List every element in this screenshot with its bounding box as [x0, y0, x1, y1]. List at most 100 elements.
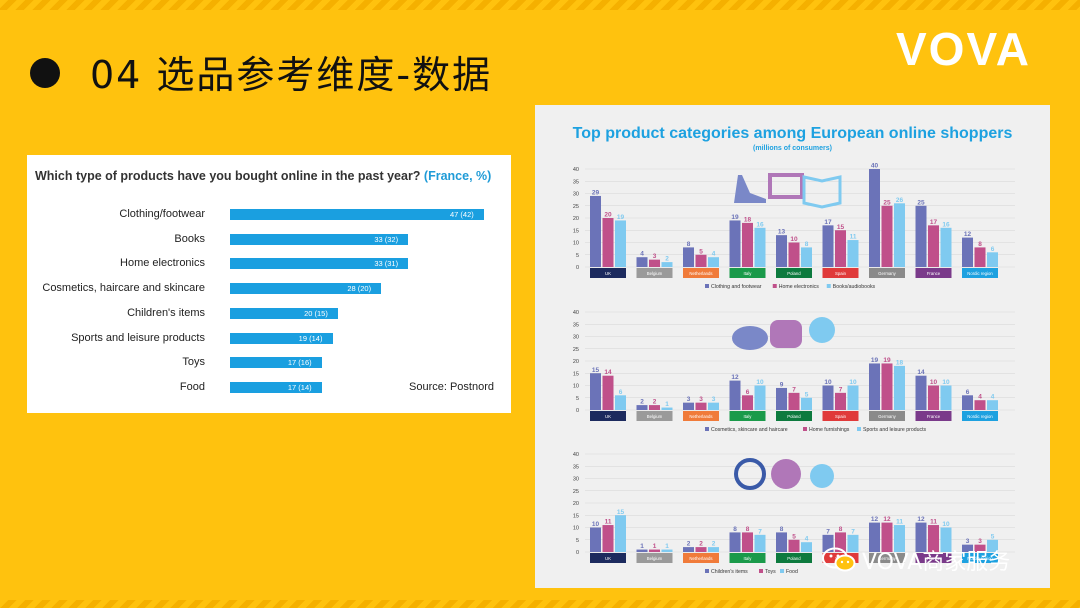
bar-value-label: 9 [780, 381, 784, 388]
country-label-box [590, 553, 626, 563]
bar [847, 385, 859, 410]
y-tick-label: 25 [573, 347, 579, 353]
bar-value-label: 3 [687, 396, 691, 403]
bar [230, 381, 322, 393]
book-icon [802, 175, 842, 209]
bar-category-label: Books [174, 232, 205, 245]
bar [708, 547, 719, 552]
y-tick-label: 25 [573, 204, 579, 210]
bar [776, 387, 787, 410]
bar [801, 247, 812, 267]
bar [940, 385, 952, 410]
bar-value-label: 16 [756, 221, 764, 228]
bar-value-label: 17 [930, 219, 938, 226]
bar [962, 237, 973, 267]
bar-value-label: 5 [792, 533, 796, 540]
bar-value-label: 15 [617, 509, 625, 516]
bar [987, 400, 998, 410]
y-tick-label: 0 [576, 408, 579, 414]
bar [847, 240, 859, 267]
bar [636, 405, 648, 410]
armchair-icon [770, 320, 802, 348]
country-label: Belgium [647, 414, 663, 419]
y-tick-label: 25 [573, 489, 579, 495]
bar [602, 218, 614, 267]
y-tick-label: 15 [573, 371, 579, 377]
bar-value-label: 1 [653, 543, 657, 550]
bar [230, 209, 484, 220]
bar-value-label: 12 [883, 516, 891, 523]
bar-value-label: 12 [964, 231, 972, 238]
bar-value-label: 19 (14) [298, 333, 323, 343]
bar-category-label: Food [179, 380, 205, 393]
bar-value-label: 14 [604, 369, 612, 376]
bar [742, 532, 753, 552]
bar [822, 385, 834, 410]
country-label-box [822, 411, 859, 421]
legend-label: Toys [765, 569, 776, 575]
country-label-box [915, 553, 952, 563]
y-tick-label: 35 [573, 464, 579, 470]
bar [928, 525, 939, 552]
bar-category-label: Home electronics [120, 257, 205, 270]
country-label-box [729, 268, 766, 278]
country-label-box [729, 411, 766, 421]
bar-value-label: 2 [665, 256, 669, 263]
bar-value-label: 1 [665, 543, 669, 550]
country-label: Germany [878, 271, 897, 276]
bar-value-label: 8 [687, 241, 691, 248]
left-chart-source: Source: Postnord [409, 381, 494, 393]
left-chart-panel: Which type of products have you bought o… [27, 155, 511, 413]
vova-logo: VOVA [896, 23, 1031, 75]
bar-value-label: 5 [699, 248, 703, 255]
country-label-box [683, 553, 719, 563]
right-chart-title: Top product categories among European on… [572, 125, 1013, 142]
wechat-icon [822, 547, 856, 572]
bar-value-label: 14 [917, 369, 925, 376]
bar-value-label: 29 [592, 189, 600, 196]
bar-value-label: 7 [758, 528, 762, 535]
right-chart-subtitle: (millions of consumers) [753, 145, 832, 152]
bar-value-label: 4 [640, 251, 644, 258]
bar [835, 532, 846, 552]
bar [881, 363, 893, 410]
bar-row: Clothing/footwear 47 (42) [27, 206, 511, 222]
bar-value-label: 33 (31) [374, 259, 399, 269]
bottom-stripe [0, 600, 1080, 608]
bar [881, 522, 893, 552]
bar [788, 242, 800, 267]
subchart-1: 0 5 10 15 20 25 30 35 40 29 20 19 UK 4 3 2 Belgium 8 5 4 Net… [573, 163, 1015, 290]
bar-value-label: 12 [731, 374, 739, 381]
country-label-box [869, 411, 905, 421]
bar-value-label: 8 [746, 526, 750, 533]
bar [915, 375, 927, 410]
bar [894, 203, 905, 267]
country-label-box [683, 268, 719, 278]
bar-value-label: 15 [592, 367, 600, 374]
country-label: Nordic region [967, 271, 993, 276]
bar-value-label: 2 [699, 541, 703, 548]
bar [683, 547, 694, 552]
bar [636, 257, 648, 267]
bar [822, 225, 834, 267]
country-label: Belgium [647, 556, 663, 561]
bar [729, 532, 741, 552]
bar [602, 375, 614, 410]
top-stripe [0, 0, 1080, 10]
bar [590, 527, 601, 552]
legend-swatch [705, 284, 709, 288]
bar-value-label: 2 [653, 399, 657, 406]
bar-value-label: 2 [640, 399, 644, 406]
bar-value-label: 19 [731, 214, 739, 221]
bar-value-label: 11 [850, 234, 857, 241]
bar-value-label: 10 [756, 379, 764, 386]
bar-value-label: 8 [733, 526, 737, 533]
bar-value-label: 25 [917, 199, 925, 206]
country-label-box [590, 268, 626, 278]
bar-value-label: 7 [826, 528, 830, 535]
bar-value-label: 10 [592, 521, 600, 528]
country-label: Netherlands [689, 556, 712, 561]
y-tick-label: 0 [576, 265, 579, 271]
bar-row: Food 17 (14) [27, 379, 511, 395]
country-label: Spain [835, 414, 847, 419]
